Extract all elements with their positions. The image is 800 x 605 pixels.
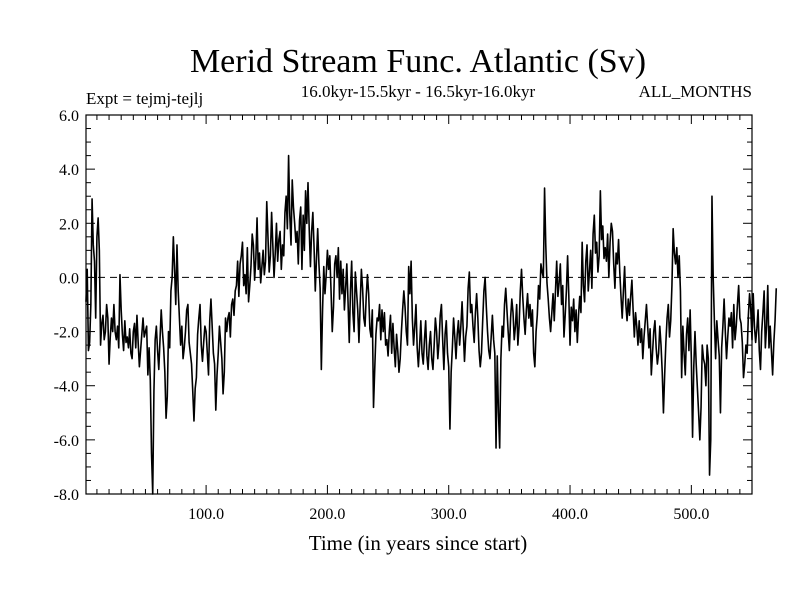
x-tick-label: 400.0 <box>552 506 588 523</box>
y-tick-label: -8.0 <box>54 487 79 504</box>
x-tick-label: 100.0 <box>188 506 224 523</box>
plot-area: -8.0 -6.0 -4.0 -2.0 0.0 2.0 4.0 6.0 100.0 200.0 30… <box>54 108 778 523</box>
x-tick-label: 200.0 <box>309 506 345 523</box>
y-tick-label: 0.0 <box>59 270 79 287</box>
experiment-label: Expt = tejmj-tejlj <box>86 89 203 108</box>
y-tick-label: 6.0 <box>59 108 79 125</box>
x-tick-label: 300.0 <box>431 506 467 523</box>
series-line-0 <box>85 154 778 495</box>
x-tick-label: 500.0 <box>673 506 709 523</box>
y-tick-label: 2.0 <box>59 216 79 233</box>
y-tick-label: -4.0 <box>54 379 79 396</box>
y-tick-label: -6.0 <box>54 433 79 450</box>
chart-title: Merid Stream Func. Atlantic (Sv) <box>190 43 646 80</box>
chart-subtitle: 16.0kyr-15.5kyr - 16.5kyr-16.0kyr <box>301 82 536 101</box>
y-tick-label: -2.0 <box>54 325 79 342</box>
period-label: ALL_MONTHS <box>639 82 752 101</box>
y-tick-label: 4.0 <box>59 162 79 179</box>
x-axis-label: Time (in years since start) <box>309 531 528 555</box>
